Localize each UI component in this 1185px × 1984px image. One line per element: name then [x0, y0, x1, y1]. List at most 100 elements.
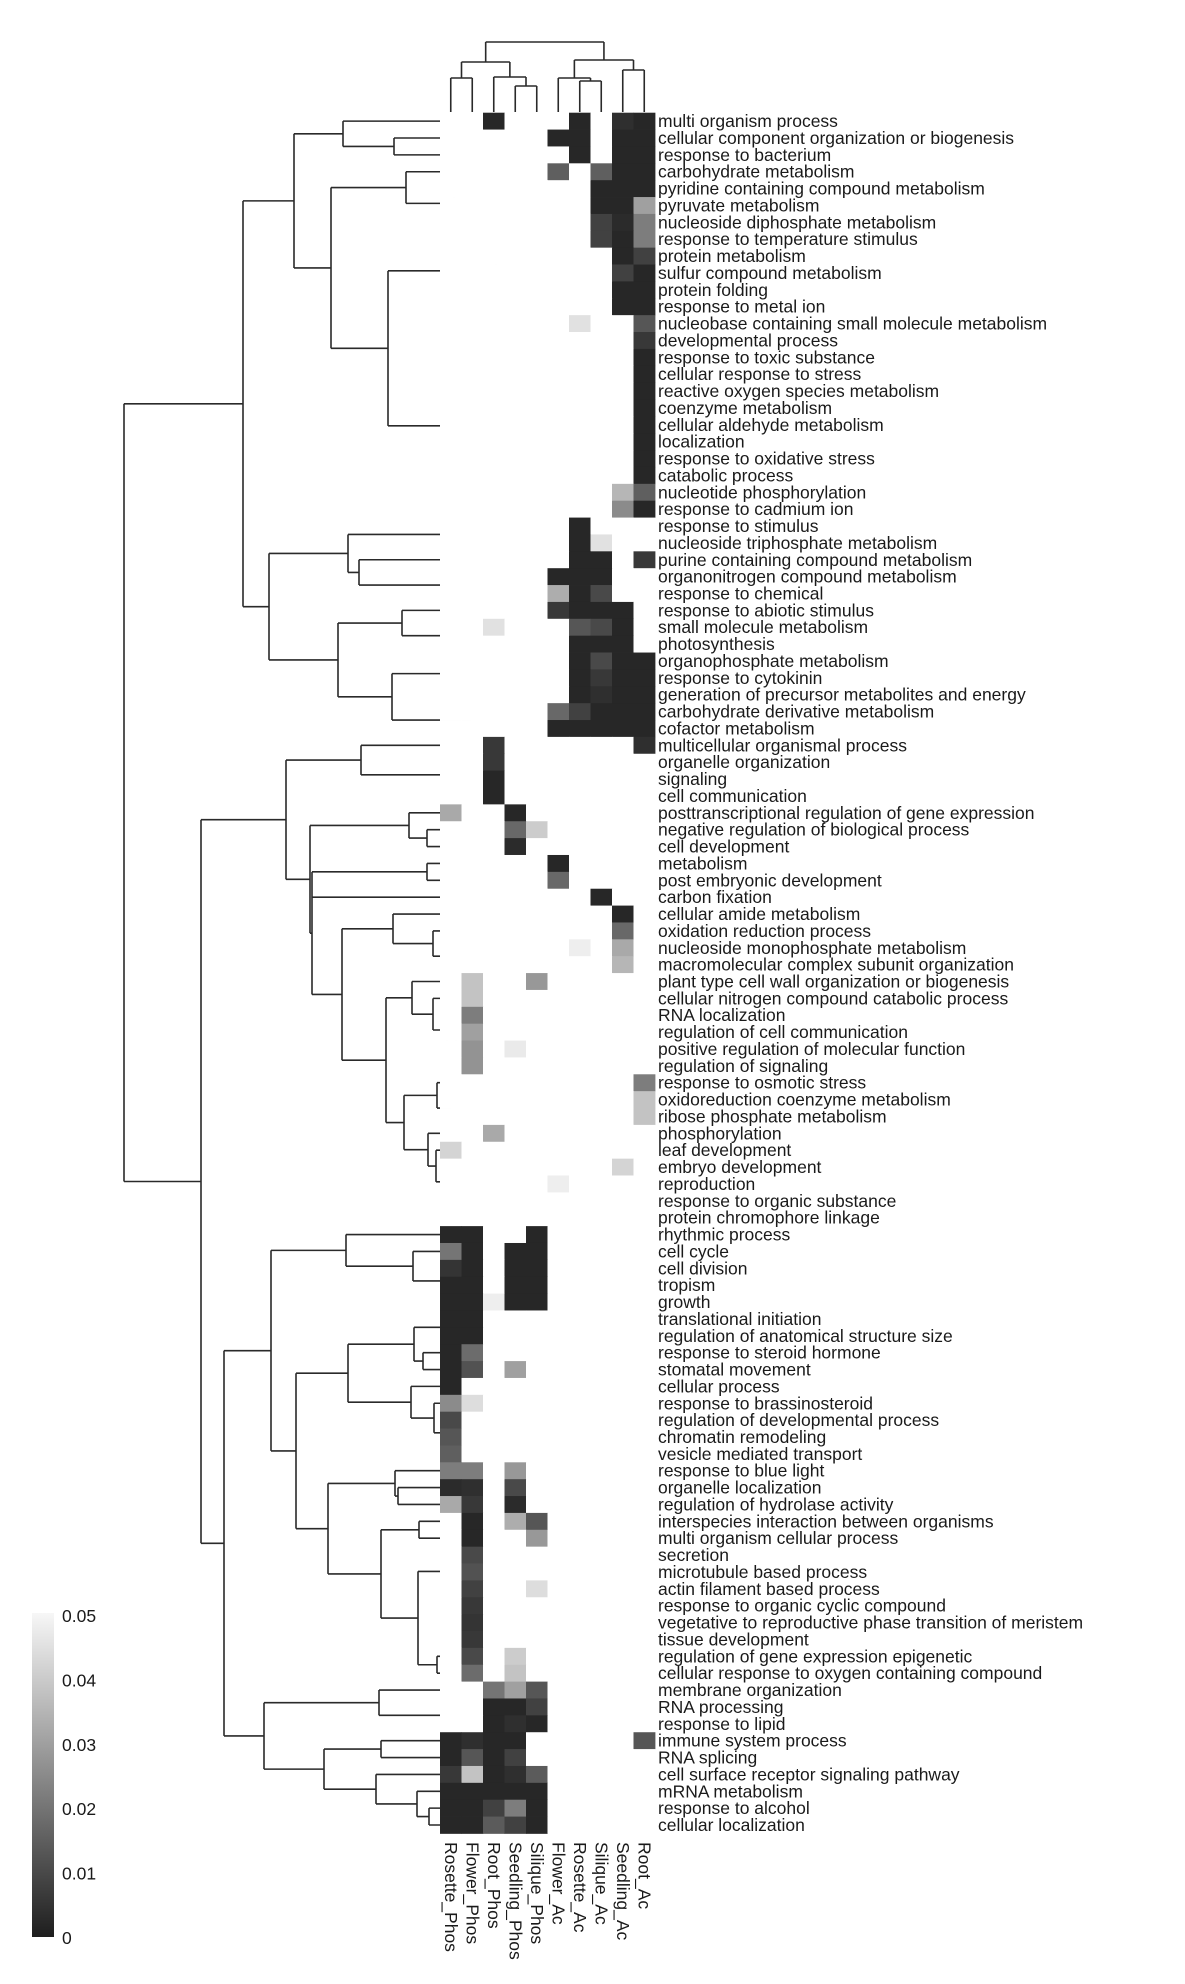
heatmap-cell	[590, 1647, 613, 1666]
heatmap-cell	[440, 1631, 462, 1649]
heatmap-cell	[526, 399, 548, 417]
heatmap-cell	[569, 669, 591, 687]
heatmap-cell	[504, 1310, 527, 1328]
heatmap-cell	[504, 1631, 527, 1649]
heatmap-cell	[633, 416, 656, 434]
heatmap-cell	[440, 1647, 462, 1666]
heatmap-cell	[440, 230, 462, 249]
row-label: RNA processing	[658, 1697, 783, 1717]
heatmap-cell	[569, 163, 591, 181]
heatmap-cell	[633, 1175, 656, 1193]
heatmap-cell	[461, 1563, 484, 1581]
heatmap-cell	[461, 1597, 484, 1615]
heatmap-cell	[569, 315, 591, 333]
row-label: reproduction	[658, 1174, 755, 1194]
heatmap-cell	[526, 804, 548, 822]
heatmap-cell	[526, 1175, 548, 1193]
heatmap-cell	[612, 1226, 634, 1244]
heatmap-cell	[612, 601, 634, 620]
heatmap-cell	[590, 956, 613, 974]
heatmap-cell	[547, 1765, 570, 1784]
heatmap-cell	[526, 635, 548, 653]
heatmap-cell	[590, 365, 613, 384]
column-label: Flower_Phos	[461, 1842, 482, 1944]
heatmap-cell	[504, 1715, 527, 1733]
row-label: immune system process	[658, 1731, 847, 1751]
heatmap-cell	[633, 1124, 656, 1143]
row-dendrogram-branch	[403, 1094, 437, 1151]
heatmap-cell	[440, 213, 462, 232]
heatmap-cell	[633, 1597, 656, 1615]
heatmap-cell	[612, 450, 634, 468]
heatmap-cell	[547, 854, 570, 873]
heatmap-cell	[461, 1445, 484, 1463]
row-label: cell cycle	[658, 1241, 729, 1261]
heatmap-cell	[547, 1226, 570, 1244]
heatmap-cell	[440, 618, 462, 637]
heatmap-cell	[461, 450, 484, 468]
heatmap-cell	[461, 483, 484, 502]
heatmap-cell	[461, 905, 484, 923]
heatmap-cell	[504, 1681, 527, 1699]
heatmap-cell	[504, 1226, 527, 1244]
row-label: carbohydrate derivative metabolism	[658, 702, 934, 722]
heatmap-cell	[483, 416, 505, 434]
heatmap-cell	[461, 1799, 484, 1817]
heatmap-cell	[526, 332, 548, 350]
heatmap-cell	[633, 534, 656, 552]
heatmap-cell	[590, 804, 613, 822]
heatmap-cell	[612, 348, 634, 367]
heatmap-cell	[504, 1765, 527, 1784]
heatmap-cell	[547, 635, 570, 653]
heatmap-cell	[440, 1175, 462, 1193]
heatmap-cell	[483, 1276, 505, 1294]
heatmap-cell	[633, 483, 656, 502]
heatmap-cell	[590, 601, 613, 620]
heatmap-cell	[504, 1377, 527, 1396]
heatmap-cell	[633, 821, 656, 839]
heatmap-cell	[483, 1614, 505, 1632]
heatmap-cell	[440, 129, 462, 147]
heatmap-cell	[569, 1782, 591, 1801]
heatmap-cell	[504, 1546, 527, 1564]
row-label: response to bacterium	[658, 145, 831, 165]
heatmap-cell	[483, 652, 505, 670]
heatmap-cell	[504, 703, 527, 721]
heatmap-cell	[590, 568, 613, 586]
row-label: response to organic substance	[658, 1191, 896, 1211]
heatmap-cell	[526, 129, 548, 147]
heatmap-cell	[461, 112, 484, 130]
heatmap-cell	[633, 1293, 656, 1311]
heatmap-cell	[483, 939, 505, 957]
heatmap-cell	[526, 720, 548, 738]
heatmap-cell	[526, 1006, 548, 1025]
heatmap-cell	[633, 1344, 656, 1362]
heatmap-cell	[440, 1040, 462, 1058]
heatmap-cell	[612, 129, 634, 147]
heatmap-cell	[612, 838, 634, 856]
heatmap-cell	[590, 129, 613, 147]
heatmap-cell	[612, 197, 634, 215]
heatmap-cell	[569, 585, 591, 603]
heatmap-cell	[526, 1546, 548, 1564]
heatmap-cell	[590, 1040, 613, 1058]
heatmap-cell	[547, 703, 570, 721]
heatmap-cell	[483, 1462, 505, 1480]
heatmap-cell	[612, 1293, 634, 1311]
heatmap-cell	[547, 416, 570, 434]
row-label: reactive oxygen species metabolism	[658, 381, 939, 401]
heatmap-cell	[547, 1782, 570, 1801]
heatmap-cell	[547, 1108, 570, 1126]
heatmap-cell	[483, 517, 505, 535]
heatmap-cell	[569, 1765, 591, 1784]
heatmap-cell	[483, 1580, 505, 1598]
row-dendrogram-branch	[293, 132, 343, 269]
heatmap-cell	[590, 1124, 613, 1143]
heatmap-cell	[526, 1158, 548, 1176]
heatmap-cell	[504, 686, 527, 704]
row-label: secretion	[658, 1545, 729, 1565]
heatmap-cell	[526, 517, 548, 535]
heatmap-cell	[526, 1563, 548, 1581]
heatmap-cell	[526, 382, 548, 400]
heatmap-cell	[547, 180, 570, 198]
